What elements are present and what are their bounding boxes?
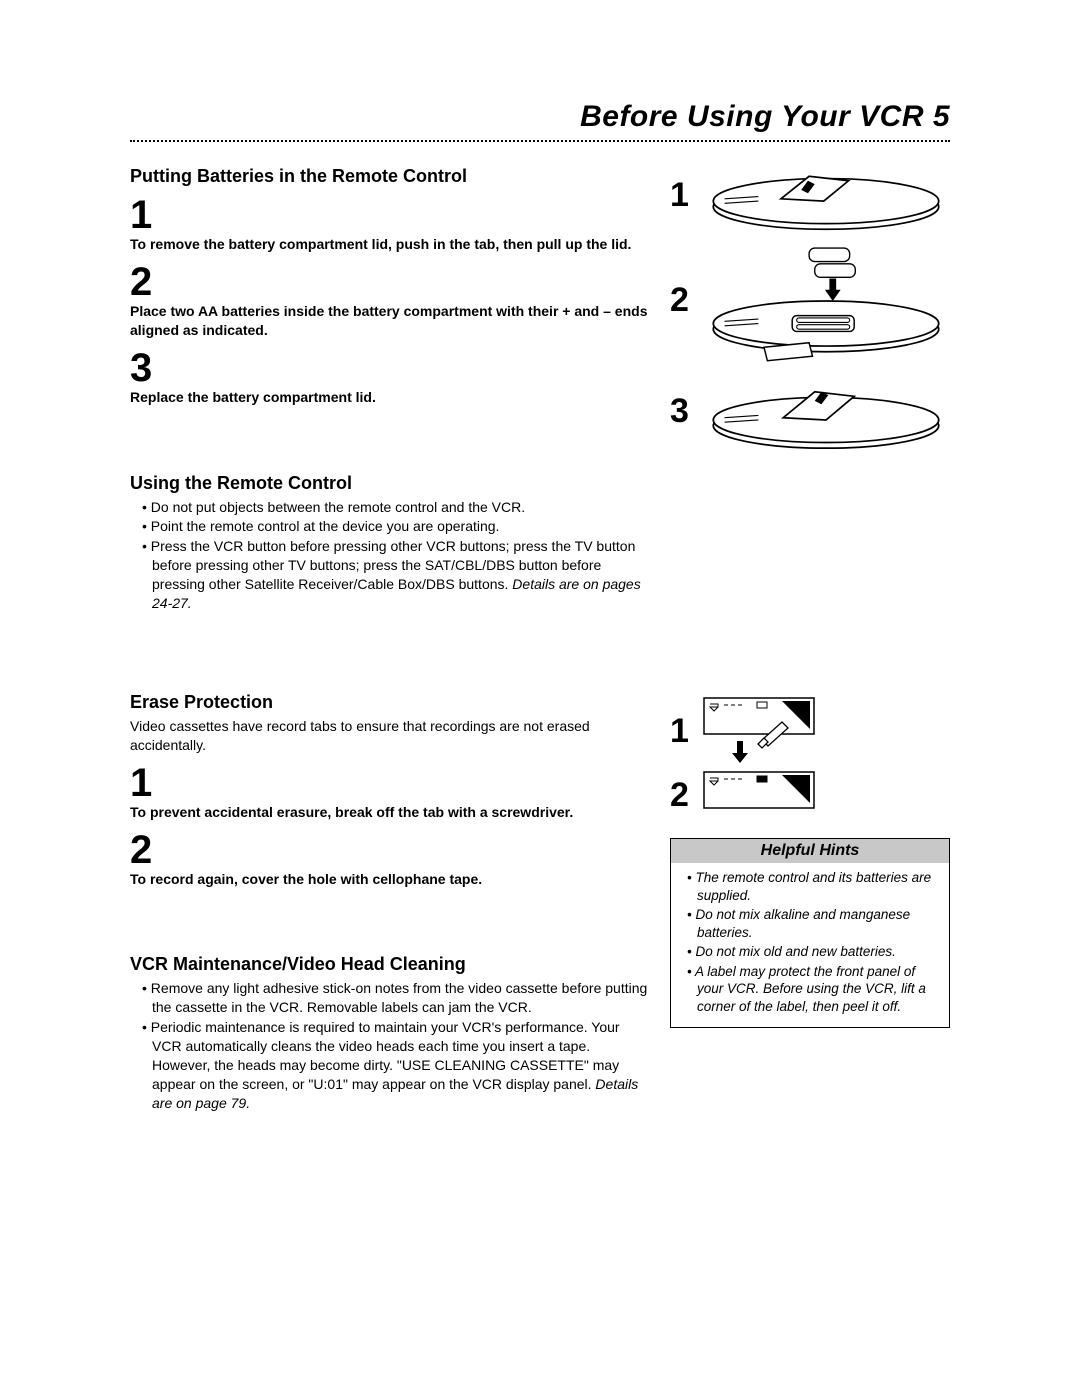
- step-num-3: 3: [130, 348, 650, 388]
- hints-body: The remote control and its batteries are…: [671, 863, 949, 1027]
- heading-erase: Erase Protection: [130, 692, 650, 713]
- list-item: Do not mix alkaline and manganese batter…: [687, 906, 941, 941]
- erase-step-text-1: To prevent accidental erasure, break off…: [130, 803, 650, 822]
- list-item: Press the VCR button before pressing oth…: [142, 537, 650, 613]
- diagram-num: 2: [670, 776, 694, 815]
- right-column: 1 2: [670, 156, 950, 1114]
- diagram-remote-1: 1: [670, 156, 950, 235]
- diagram-num: 2: [670, 281, 694, 320]
- left-column: Putting Batteries in the Remote Control …: [130, 156, 650, 1114]
- step-text-3: Replace the battery compartment lid.: [130, 388, 650, 407]
- list-item: A label may protect the front panel of y…: [687, 963, 941, 1016]
- cassette-illustration-2-icon: [702, 770, 832, 820]
- content-columns: Putting Batteries in the Remote Control …: [130, 156, 950, 1114]
- step-text-1: To remove the battery compartment lid, p…: [130, 235, 650, 254]
- divider-dotted: [130, 140, 950, 142]
- diagram-remote-3: 3: [670, 367, 950, 457]
- diagram-num: 1: [670, 176, 694, 215]
- helpful-hints-box: Helpful Hints The remote control and its…: [670, 838, 950, 1028]
- list-item: Do not put objects between the remote co…: [142, 498, 650, 517]
- using-remote-list: Do not put objects between the remote co…: [130, 498, 650, 613]
- heading-using-remote: Using the Remote Control: [130, 473, 650, 494]
- diagram-remote-2: 2: [670, 239, 950, 363]
- remote-illustration-3-icon: [702, 367, 950, 457]
- maintenance-list: Remove any light adhesive stick-on notes…: [130, 979, 650, 1112]
- list-item: Point the remote control at the device y…: [142, 517, 650, 536]
- diagram-num: 1: [670, 712, 694, 751]
- heading-maintenance: VCR Maintenance/Video Head Cleaning: [130, 954, 650, 975]
- erase-intro: Video cassettes have record tabs to ensu…: [130, 717, 650, 755]
- cassette-illustration-1-icon: [702, 696, 832, 766]
- list-item: Remove any light adhesive stick-on notes…: [142, 979, 650, 1017]
- page-title: Before Using Your VCR 5: [130, 100, 950, 134]
- heading-batteries: Putting Batteries in the Remote Control: [130, 166, 650, 187]
- step-num-1: 1: [130, 195, 650, 235]
- erase-step-text-2: To record again, cover the hole with cel…: [130, 870, 650, 889]
- diagram-tape-2: 2: [670, 770, 950, 820]
- erase-step-num-2: 2: [130, 830, 650, 870]
- erase-step-num-1: 1: [130, 763, 650, 803]
- step-text-2: Place two AA batteries inside the batter…: [130, 302, 650, 340]
- remote-illustration-2-icon: [702, 239, 950, 363]
- list-item: The remote control and its batteries are…: [687, 869, 941, 904]
- diagram-num: 3: [670, 392, 694, 431]
- list-item: Do not mix old and new batteries.: [687, 943, 941, 961]
- diagram-tape-1: 1: [670, 696, 950, 766]
- list-item: Periodic maintenance is required to main…: [142, 1018, 650, 1112]
- remote-illustration-1-icon: [702, 156, 950, 235]
- hints-heading: Helpful Hints: [671, 839, 949, 863]
- step-num-2: 2: [130, 262, 650, 302]
